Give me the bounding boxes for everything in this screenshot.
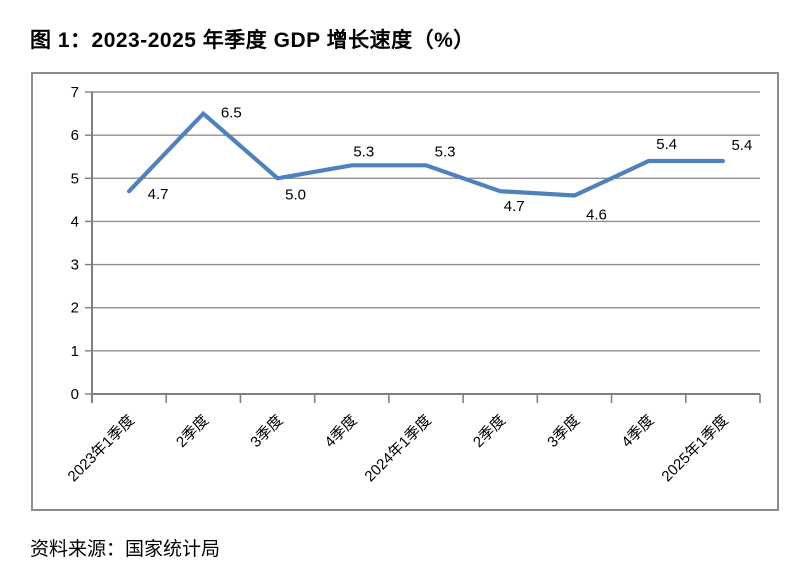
chart-border [31, 72, 779, 511]
x-category-label: 2季度 [470, 412, 509, 451]
x-category-label: 3季度 [247, 412, 286, 451]
y-tick-label: 1 [71, 343, 79, 360]
figure-title: 图 1：2023-2025 年季度 GDP 增长速度（%） [30, 29, 475, 52]
x-category-label: 4季度 [321, 412, 360, 451]
data-label: 5.4 [731, 137, 752, 154]
x-category-label: 2024年1季度 [361, 412, 434, 485]
y-tick-label: 2 [71, 300, 79, 317]
gdp-series-line [126, 110, 726, 198]
y-tick-label: 6 [71, 127, 79, 144]
y-tick-label: 4 [71, 213, 79, 230]
x-category-label: 2025年1季度 [658, 412, 731, 485]
data-label: 4.7 [504, 198, 525, 215]
y-tick-label: 3 [71, 257, 79, 274]
x-category-label: 2季度 [173, 412, 212, 451]
data-label: 5.0 [285, 186, 306, 203]
y-tick-label: 5 [71, 170, 79, 187]
gdp-growth-line-chart: 0 1 2 3 4 5 6 7 2023年1季度 2季度 3季度 4季度 2024年1季度 2季度 3季度 4… [31, 72, 779, 512]
x-category-label: 3季度 [544, 412, 583, 451]
y-tick-label: 0 [71, 386, 79, 403]
data-label: 6.5 [221, 105, 242, 122]
data-label: 5.3 [435, 143, 456, 160]
data-label: 4.7 [148, 186, 169, 203]
x-category-label: 4季度 [618, 412, 657, 451]
y-tick-label: 7 [71, 84, 79, 101]
data-label: 5.4 [656, 136, 677, 153]
source-note: 资料来源：国家统计局 [30, 539, 221, 560]
data-label: 4.6 [586, 207, 607, 224]
data-label: 5.3 [353, 143, 374, 160]
x-category-label: 2023年1季度 [65, 412, 138, 485]
